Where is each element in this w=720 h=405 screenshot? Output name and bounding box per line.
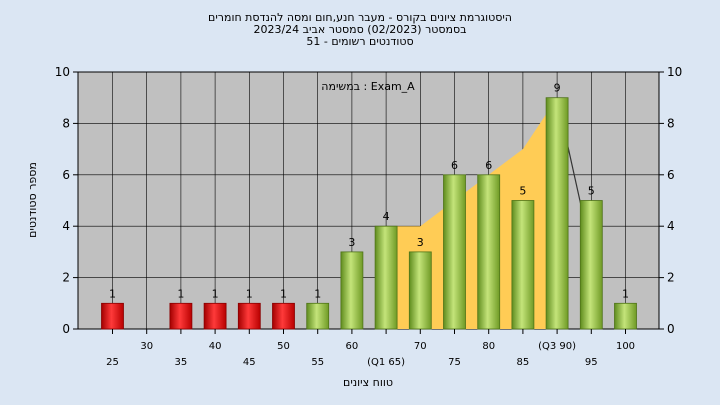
data-label: 4 bbox=[383, 210, 390, 223]
bar bbox=[408, 251, 432, 330]
x-tick-label: 45 bbox=[243, 357, 256, 368]
data-label: 3 bbox=[348, 236, 355, 249]
data-label: 1 bbox=[314, 287, 321, 300]
y-tick-label-right: 6 bbox=[667, 168, 675, 182]
y-tick-label-left: 8 bbox=[62, 116, 70, 130]
x-tick-label: 85 bbox=[517, 357, 530, 368]
data-label: 1 bbox=[246, 287, 253, 300]
data-label: 1 bbox=[212, 287, 219, 300]
y-tick-label-right: 2 bbox=[667, 271, 675, 285]
data-label: 9 bbox=[554, 82, 561, 95]
bar bbox=[511, 200, 535, 330]
x-tick-label: (Q1 65) bbox=[367, 357, 405, 368]
y-tick-label-right: 0 bbox=[667, 322, 675, 336]
chart-title-line-2: בסמסטר (02/2023) סמסטר אביב 2023/24 bbox=[253, 23, 467, 36]
chart-title-line-3: סטודנטים רשומים - 51 bbox=[306, 35, 414, 48]
x-tick-label: 80 bbox=[482, 341, 495, 352]
y-tick-label-right: 10 bbox=[667, 65, 682, 79]
bar bbox=[306, 302, 330, 330]
x-axis-label: טווח ציונים bbox=[343, 376, 393, 389]
bar bbox=[340, 251, 364, 330]
plot-area bbox=[77, 71, 660, 330]
x-tick-label: 55 bbox=[311, 357, 324, 368]
y-tick-label-left: 2 bbox=[62, 271, 70, 285]
x-tick-label: (Q3 90) bbox=[538, 341, 576, 352]
bar bbox=[203, 302, 227, 330]
x-tick-label: 35 bbox=[175, 357, 188, 368]
x-tick-label: 100 bbox=[616, 341, 635, 352]
data-label: 6 bbox=[451, 159, 458, 172]
bar bbox=[443, 174, 466, 330]
bar bbox=[272, 302, 295, 330]
x-tick-label: 30 bbox=[140, 341, 153, 352]
data-labels: 1 1 1 1 1 1 3 4 3 6 6 5 9 5 1 bbox=[109, 82, 629, 301]
y-tick-label-left: 4 bbox=[62, 219, 70, 233]
y-tick-label-left: 10 bbox=[55, 65, 70, 79]
x-tick-label: 60 bbox=[346, 341, 359, 352]
bar bbox=[169, 302, 193, 330]
data-label: 1 bbox=[622, 287, 629, 300]
data-label: 1 bbox=[109, 287, 116, 300]
x-tick-label: 95 bbox=[585, 357, 598, 368]
bar bbox=[237, 302, 261, 330]
exam-annotation: במשימה : Exam_A bbox=[321, 80, 415, 93]
chart-title-line-1: היסטוגרמת ציונים בקורס - מעבר חנע,חום ומ… bbox=[208, 11, 512, 24]
bar bbox=[614, 302, 637, 330]
bar bbox=[374, 225, 398, 330]
data-label: 6 bbox=[485, 159, 492, 172]
y-tick-label-left: 0 bbox=[62, 322, 70, 336]
data-label: 3 bbox=[417, 236, 424, 249]
x-tick-label: 40 bbox=[209, 341, 222, 352]
x-tick-label: 70 bbox=[414, 341, 427, 352]
x-tick-label: 75 bbox=[448, 357, 461, 368]
data-label: 5 bbox=[588, 185, 595, 198]
data-label: 1 bbox=[280, 287, 287, 300]
data-label: 5 bbox=[519, 185, 526, 198]
bar bbox=[579, 200, 603, 330]
bar bbox=[545, 97, 569, 330]
x-tick-label: 50 bbox=[277, 341, 290, 352]
y-axis-label: מספר סטודנטים bbox=[26, 162, 39, 238]
data-label: 1 bbox=[177, 287, 184, 300]
y-tick-label-right: 8 bbox=[667, 116, 675, 130]
bar bbox=[101, 302, 124, 330]
y-tick-label-left: 6 bbox=[62, 168, 70, 182]
y-tick-label-right: 4 bbox=[667, 219, 675, 233]
bar bbox=[477, 174, 501, 330]
x-tick-label: 25 bbox=[106, 357, 119, 368]
